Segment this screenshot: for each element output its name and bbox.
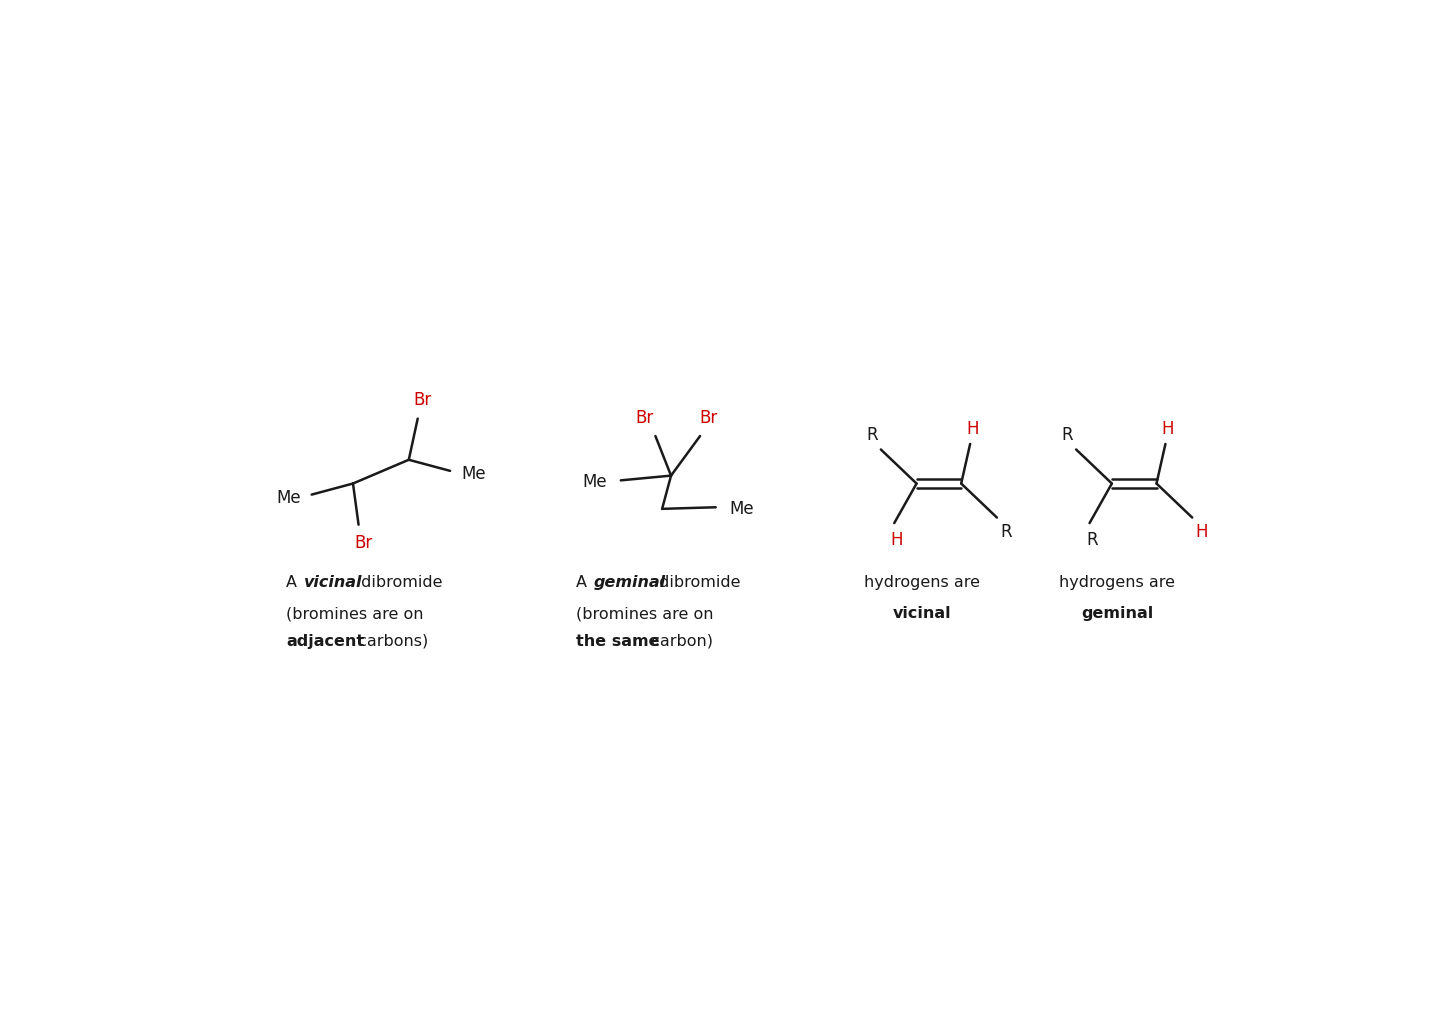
- Text: R: R: [1061, 426, 1073, 444]
- Text: Me: Me: [583, 473, 608, 491]
- Text: (bromines are on: (bromines are on: [576, 607, 714, 621]
- Text: A: A: [576, 575, 592, 589]
- Text: H: H: [966, 419, 979, 438]
- Text: R: R: [1001, 523, 1012, 541]
- Text: the same: the same: [576, 634, 660, 649]
- Text: dibromide: dibromide: [356, 575, 444, 589]
- Text: hydrogens are: hydrogens are: [1060, 575, 1175, 589]
- Text: H: H: [1195, 523, 1208, 541]
- Text: R: R: [865, 426, 877, 444]
- Text: (bromines are on: (bromines are on: [287, 607, 423, 621]
- Text: geminal: geminal: [1081, 607, 1153, 621]
- Text: Br: Br: [413, 391, 432, 409]
- Text: A: A: [287, 575, 302, 589]
- Text: carbons): carbons): [353, 634, 428, 649]
- Text: R: R: [1086, 531, 1097, 549]
- Text: Me: Me: [729, 500, 753, 518]
- Text: adjacent: adjacent: [287, 634, 364, 649]
- Text: geminal: geminal: [595, 575, 667, 589]
- Text: Br: Br: [354, 535, 372, 552]
- Text: H: H: [890, 531, 903, 549]
- Text: Br: Br: [635, 408, 654, 427]
- Text: Me: Me: [461, 465, 485, 483]
- Text: vicinal: vicinal: [304, 575, 363, 589]
- Text: hydrogens are: hydrogens are: [864, 575, 981, 589]
- Text: dibromide: dibromide: [654, 575, 740, 589]
- Text: carbon): carbon): [647, 634, 713, 649]
- Text: vicinal: vicinal: [893, 607, 952, 621]
- Text: H: H: [1162, 419, 1174, 438]
- Text: Br: Br: [700, 408, 719, 427]
- Text: Me: Me: [276, 488, 301, 507]
